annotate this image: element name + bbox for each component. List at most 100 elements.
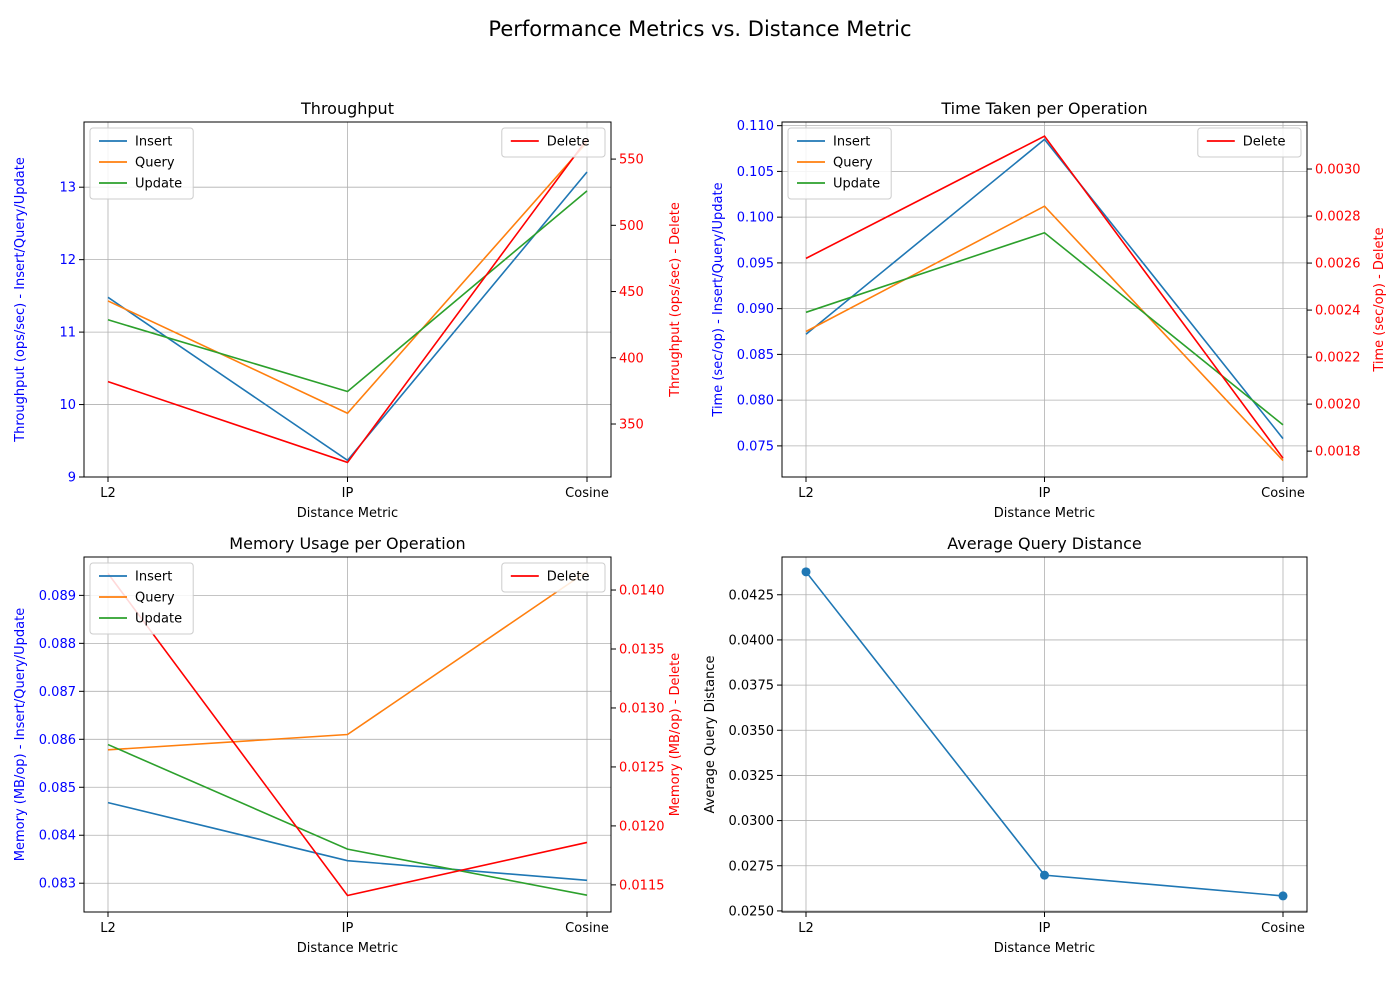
y-tick-label: 0.0375	[729, 679, 775, 694]
y-tick-label: 0.095	[737, 256, 774, 271]
y-tick-label: 13	[59, 181, 76, 196]
chart-title: Time Taken per Operation	[940, 99, 1147, 118]
chart-panel-3: L2 IP Cosine 0.083 0.084 0.085 0.086 0.087 0.088…	[13, 534, 683, 956]
panels: L2 IP Cosine 9 10 11 12 13 350 400 450 500 550 Throug…	[13, 99, 1387, 956]
y-tick-label: 0.083	[39, 877, 76, 892]
legend-left: Insert Query Update	[787, 127, 892, 200]
y-tick-label: 0.100	[737, 211, 774, 226]
legend-label-query: Query	[833, 156, 873, 171]
y-tick-label: 0.0325	[729, 769, 775, 784]
chart-title: Throughput	[300, 99, 394, 118]
legend-label-query: Query	[135, 591, 175, 606]
series-line-query	[805, 205, 1284, 462]
series-line-update	[107, 190, 588, 393]
x-tick-label: IP	[342, 486, 354, 501]
y-tick-label: 0.088	[39, 637, 76, 652]
legend-box	[501, 127, 606, 158]
y-axis-label: Average Query Distance	[703, 655, 718, 813]
series-line-delete	[107, 573, 588, 897]
y-axis-label: Memory (MB/op) - Insert/Query/Update	[13, 608, 28, 861]
legend-label-insert: Insert	[135, 135, 172, 150]
chart-title: Average Query Distance	[947, 534, 1141, 553]
x-tick-label: Cosine	[1261, 486, 1305, 501]
y-tick-label: 9	[68, 471, 76, 486]
legend-label-insert: Insert	[135, 570, 172, 585]
y2-axis-label: Throughput (ops/sec) - Delete	[668, 202, 683, 398]
y-tick-label: 0.0350	[729, 724, 775, 739]
y-tick-label: 0.085	[737, 348, 774, 363]
legend-box	[1197, 127, 1302, 158]
y2-tick-label: 0.0125	[619, 760, 665, 775]
y2-tick-label: 0.0028	[1315, 210, 1361, 225]
legend-left: Insert Query Update	[89, 562, 194, 635]
chart-panel-1: L2 IP Cosine 9 10 11 12 13 350 400 450 500 550 Throug…	[13, 99, 683, 521]
series-line-insert	[805, 138, 1284, 440]
y2-tick-label: 0.0135	[619, 642, 665, 657]
series-line-insert	[107, 801, 588, 882]
y2-tick-label: 0.0024	[1315, 304, 1361, 319]
series-line-query	[107, 141, 588, 415]
x-tick-label: L2	[798, 486, 814, 501]
x-tick-label: IP	[342, 921, 354, 936]
legend-box	[501, 562, 606, 593]
legend-left: Insert Query Update	[89, 127, 194, 200]
x-tick-label: Cosine	[1261, 921, 1305, 936]
data-point	[1040, 870, 1049, 880]
x-axis-label: Distance Metric	[297, 506, 398, 521]
legend-right: Delete	[501, 562, 606, 593]
y-tick-label: 0.0400	[729, 633, 775, 648]
y2-tick-label: 0.0026	[1315, 257, 1361, 272]
y-axis-label: Throughput (ops/sec) - Insert/Query/Upda…	[13, 157, 28, 443]
y2-axis-label: Time (sec/op) - Delete	[1372, 227, 1387, 372]
series-line-update	[107, 743, 588, 896]
y-tick-label: 0.085	[39, 781, 76, 796]
y2-tick-label: 0.0120	[619, 819, 665, 834]
legend-label-insert: Insert	[833, 135, 870, 150]
data-point	[801, 567, 811, 577]
x-tick-label: L2	[100, 486, 116, 501]
legend-label-query: Query	[135, 156, 175, 171]
y-tick-label: 0.080	[737, 394, 774, 409]
x-tick-label: L2	[100, 921, 116, 936]
y-tick-label: 0.087	[39, 685, 76, 700]
y2-tick-label: 350	[619, 418, 644, 433]
y-tick-label: 12	[59, 253, 76, 268]
legend-label-delete: Delete	[547, 135, 590, 150]
y-tick-label: 11	[59, 326, 76, 341]
y2-tick-label: 500	[619, 219, 644, 234]
chart-panel-2: L2 IP Cosine 0.075 0.080 0.085 0.090 0.095 0.100…	[711, 99, 1387, 521]
y-tick-label: 0.084	[39, 829, 76, 844]
y-tick-label: 0.105	[737, 165, 774, 180]
y2-tick-label: 450	[619, 285, 644, 300]
y2-tick-label: 0.0115	[619, 878, 665, 893]
y-tick-label: 0.0275	[729, 859, 775, 874]
y-tick-label: 0.0250	[729, 904, 775, 919]
x-axis-label: Distance Metric	[994, 941, 1095, 956]
y-tick-label: 10	[59, 398, 76, 413]
legend-box	[787, 127, 892, 200]
y-tick-label: 0.086	[39, 733, 76, 748]
legend-label-delete: Delete	[1243, 135, 1286, 150]
figure-title: Performance Metrics vs. Distance Metric	[488, 17, 911, 41]
legend-label-delete: Delete	[547, 570, 590, 585]
legend-label-update: Update	[135, 177, 182, 192]
series-line-update	[805, 231, 1284, 426]
series-line-insert	[107, 171, 588, 462]
y2-tick-label: 0.0020	[1315, 398, 1361, 413]
y-tick-label: 0.0300	[729, 814, 775, 829]
y-axis-label: Time (sec/op) - Insert/Query/Update	[711, 182, 726, 417]
y-tick-label: 0.0425	[729, 588, 775, 603]
legend-right: Delete	[1197, 127, 1302, 158]
y2-tick-label: 0.0140	[619, 584, 665, 599]
data-point	[1278, 891, 1288, 901]
series-line-delete	[805, 135, 1284, 459]
x-tick-label: L2	[798, 921, 814, 936]
legend-box	[89, 127, 194, 200]
y2-tick-label: 0.0018	[1315, 445, 1361, 460]
x-tick-label: Cosine	[565, 486, 609, 501]
y-tick-label: 0.110	[737, 119, 774, 134]
series-line-delete	[107, 138, 588, 464]
chart-panel-4: L2 IP Cosine 0.0250 0.0275 0.0300 0.0325 0.0350…	[703, 534, 1308, 956]
